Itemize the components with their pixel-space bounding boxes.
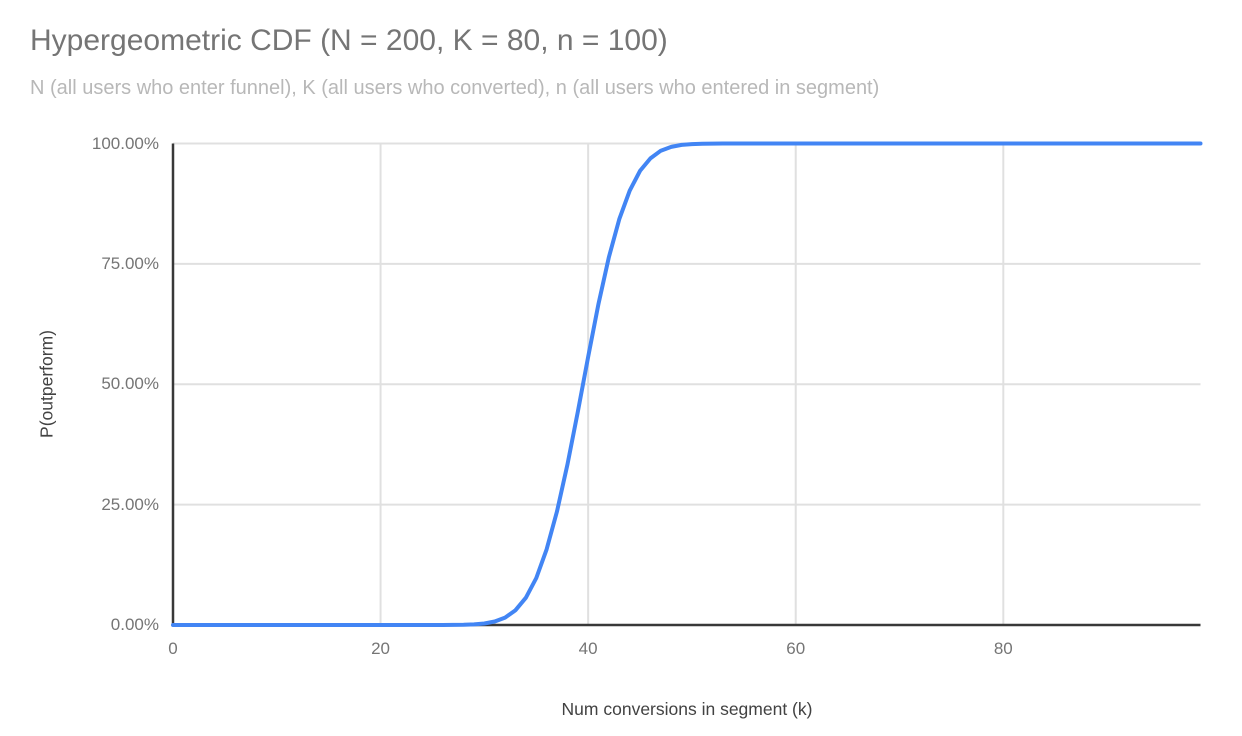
x-tick-label: 0 xyxy=(168,639,178,658)
x-tick-label: 80 xyxy=(993,639,1013,658)
x-tick-label: 40 xyxy=(578,639,598,658)
x-tick-label: 20 xyxy=(371,639,391,658)
chart-title: Hypergeometric CDF (N = 200, K = 80, n =… xyxy=(30,24,668,57)
y-tick-label: 75.00% xyxy=(101,253,159,273)
cdf-line-series xyxy=(171,141,1203,627)
y-tick-label: 0.00% xyxy=(110,615,159,634)
y-axis-title: P(outperform) xyxy=(36,330,57,438)
x-tick-label: 60 xyxy=(786,639,806,658)
chart-subtitle: N (all users who enter funnel), K (all u… xyxy=(30,77,880,99)
y-tick-label: 100.00% xyxy=(91,133,159,153)
y-tick-label: 25.00% xyxy=(101,494,159,514)
x-axis-title: Num conversions in segment (k) xyxy=(561,699,813,719)
y-tick-label: 50.00% xyxy=(101,374,159,394)
